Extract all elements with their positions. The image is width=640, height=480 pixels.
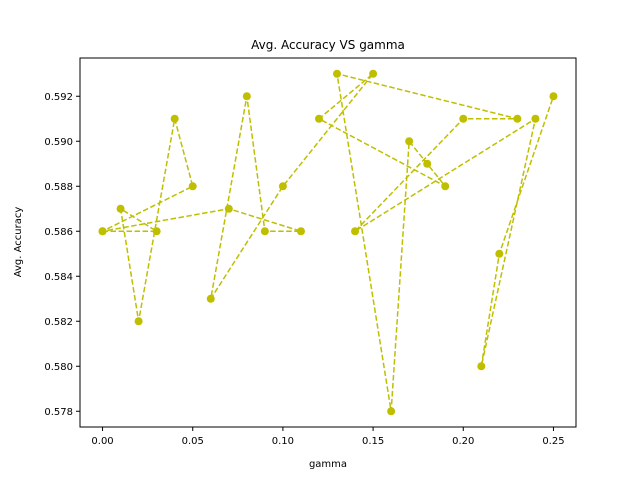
y-tick-label: 0.582 [44,317,73,328]
y-tick-label: 0.592 [44,92,73,103]
data-point [225,205,233,213]
x-tick-label: 0.20 [452,436,474,447]
data-point [513,115,521,123]
y-axis-title: Avg. Accuracy [13,207,24,278]
x-axis-title: gamma [309,459,347,470]
data-point [495,250,503,258]
data-point [135,317,143,325]
y-tick-label: 0.578 [44,407,73,418]
x-tick-label: 0.15 [362,436,384,447]
data-point [117,205,125,213]
data-point [387,407,395,415]
y-tick-label: 0.580 [44,362,73,373]
data-point [423,160,431,168]
y-tick-label: 0.590 [44,137,73,148]
data-point [279,182,287,190]
data-point [477,362,485,370]
data-point [243,92,251,100]
data-point [369,70,377,78]
data-point [207,295,215,303]
data-point [189,182,197,190]
y-tick-label: 0.584 [44,272,73,283]
data-point [297,227,305,235]
data-point [405,137,413,145]
chart-title: Avg. Accuracy VS gamma [251,38,405,52]
data-point [531,115,539,123]
data-point [99,227,107,235]
x-tick-label: 0.05 [182,436,204,447]
y-tick-label: 0.586 [44,227,73,238]
x-tick-label: 0.00 [91,436,113,447]
x-tick-label: 0.25 [542,436,564,447]
data-point [315,115,323,123]
data-point [459,115,467,123]
plot-area [80,58,576,427]
data-point [351,227,359,235]
data-point [549,92,557,100]
data-point [171,115,179,123]
x-tick-label: 0.10 [272,436,294,447]
data-point [441,182,449,190]
data-point [153,227,161,235]
y-tick-label: 0.588 [44,182,73,193]
data-point [333,70,341,78]
data-point [261,227,269,235]
